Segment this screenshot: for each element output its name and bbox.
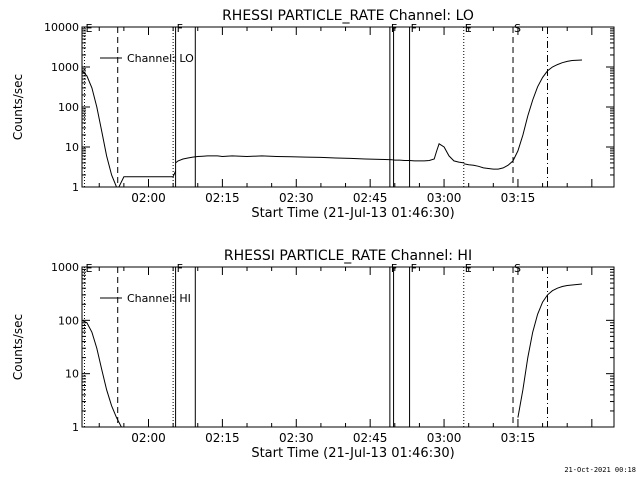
y-tick-label: 10 [65, 368, 79, 381]
y-tick-label: 10000 [44, 21, 79, 34]
flag-label: S [514, 22, 521, 35]
y-tick-label: 10 [65, 141, 79, 154]
chart-title: RHESSI PARTICLE_RATE Channel: HI [224, 248, 472, 264]
y-tick-label: 100 [58, 101, 79, 114]
flag-label: E [85, 22, 92, 35]
chart-panel-2: RHESSI PARTICLE_RATE Channel: HI Counts/s… [11, 248, 615, 461]
footer-timestamp: 21-Oct-2021 00:18 [564, 466, 636, 474]
flag-label: S [514, 262, 521, 275]
flag-label: E [465, 22, 472, 35]
flag-label: F [177, 262, 183, 275]
plot-frame [81, 266, 615, 428]
x-tick-label: 02:15 [205, 191, 240, 205]
legend-label: Channel: HI [127, 292, 191, 305]
flag-label: E [85, 262, 92, 275]
plot-frame [81, 26, 615, 188]
chart-title: RHESSI PARTICLE_RATE Channel: LO [222, 8, 474, 24]
x-tick-label: 03:15 [501, 431, 536, 445]
x-axis-label: Start Time (21-Jul-13 01:46:30) [251, 446, 454, 461]
y-tick-label: 1000 [51, 261, 79, 274]
y-tick-label: 1000 [51, 61, 79, 74]
series-line-segment-4 [463, 59, 583, 170]
legend: Channel: HI [100, 292, 191, 305]
flag-label: F [411, 262, 417, 275]
x-tick-label: 03:15 [501, 191, 536, 205]
x-tick-label: 02:00 [131, 191, 166, 205]
y-tick-label: 1 [72, 421, 79, 434]
series-line-segment-2 [175, 155, 393, 164]
y-axis-label: Counts/sec [11, 74, 25, 140]
x-axis-label: Start Time (21-Jul-13 01:46:30) [251, 206, 454, 221]
chart-panel-1: RHESSI PARTICLE_RATE Channel: LO Counts/s… [11, 8, 615, 221]
x-tick-label: 03:00 [427, 191, 462, 205]
y-axis-label: Counts/sec [11, 314, 25, 380]
series-line-segment-3 [392, 143, 464, 164]
y-tick-label: 100 [58, 314, 79, 327]
x-tick-label: 02:00 [131, 431, 166, 445]
x-tick-label: 02:15 [205, 431, 240, 445]
x-tick-label: 02:45 [353, 431, 388, 445]
x-tick-label: 02:30 [279, 431, 314, 445]
flag-label: F [411, 22, 417, 35]
series-line-segment-1 [82, 70, 177, 187]
y-tick-label: 1 [72, 181, 79, 194]
x-tick-label: 02:30 [279, 191, 314, 205]
series-line-segment-2 [517, 283, 583, 418]
x-tick-label: 03:00 [427, 431, 462, 445]
series-line-segment-1 [82, 319, 122, 427]
flag-label: F [177, 22, 183, 35]
flag-label: E [465, 262, 472, 275]
legend-label: Channel: LO [127, 52, 194, 65]
x-tick-label: 02:45 [353, 191, 388, 205]
legend: Channel: LO [100, 52, 194, 65]
